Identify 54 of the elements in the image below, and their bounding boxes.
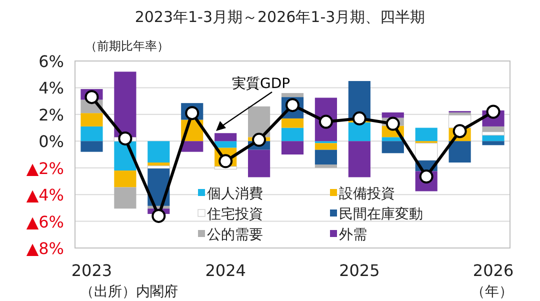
chart-title: 2023年1-3月期～2026年1-3月期、四半期 [134, 8, 426, 26]
bar [482, 135, 504, 142]
bar [214, 141, 237, 148]
bar [248, 150, 270, 178]
bar [80, 126, 103, 142]
y-tick-label: 6% [38, 52, 64, 71]
x-tick-label: 2025 [339, 261, 380, 280]
bar [114, 72, 136, 138]
bar [181, 141, 204, 152]
bar [482, 141, 504, 146]
bar [281, 141, 304, 154]
point [386, 116, 400, 131]
bar [382, 141, 404, 154]
bar [348, 141, 370, 178]
y-tick-label: 2% [38, 105, 64, 124]
bar [80, 141, 103, 152]
bar [415, 128, 438, 142]
point [452, 124, 467, 138]
bar [314, 143, 338, 150]
y-tick-label: ▲2% [26, 158, 64, 178]
legend-label: 外需 [339, 227, 367, 243]
text: （出所）内閣府 [80, 284, 178, 300]
point [84, 90, 99, 104]
bar [214, 133, 237, 142]
y-tick-label: 4% [38, 78, 64, 98]
y-axis-title: （前期比年率） [85, 39, 169, 53]
bar [415, 142, 438, 161]
point [252, 132, 266, 147]
point [152, 208, 166, 223]
series-label: 実質GDP [232, 76, 290, 92]
x-tick-label: 2024 [205, 261, 246, 280]
y-tick-label: ▲4% [26, 186, 64, 205]
y-tick-label: ▲8% [26, 239, 64, 258]
y-tick-label: ▲6% [26, 212, 64, 232]
bar [114, 187, 136, 209]
bar [281, 128, 304, 142]
bar [348, 122, 370, 142]
bar [281, 118, 304, 128]
bar [448, 112, 471, 116]
bar [281, 93, 304, 98]
x-tick-label: 2023 [71, 261, 112, 280]
bar [114, 170, 136, 188]
text: （年） [471, 284, 513, 300]
bar [448, 141, 471, 163]
bar [382, 112, 404, 118]
bar [314, 164, 338, 168]
bar [148, 141, 170, 163]
x-tick-label: 2026 [472, 261, 514, 280]
bar [80, 113, 103, 126]
bar [314, 150, 338, 165]
point [352, 111, 366, 126]
y-tick-label: 0% [38, 132, 64, 152]
bar [482, 126, 504, 132]
bar [147, 166, 170, 169]
